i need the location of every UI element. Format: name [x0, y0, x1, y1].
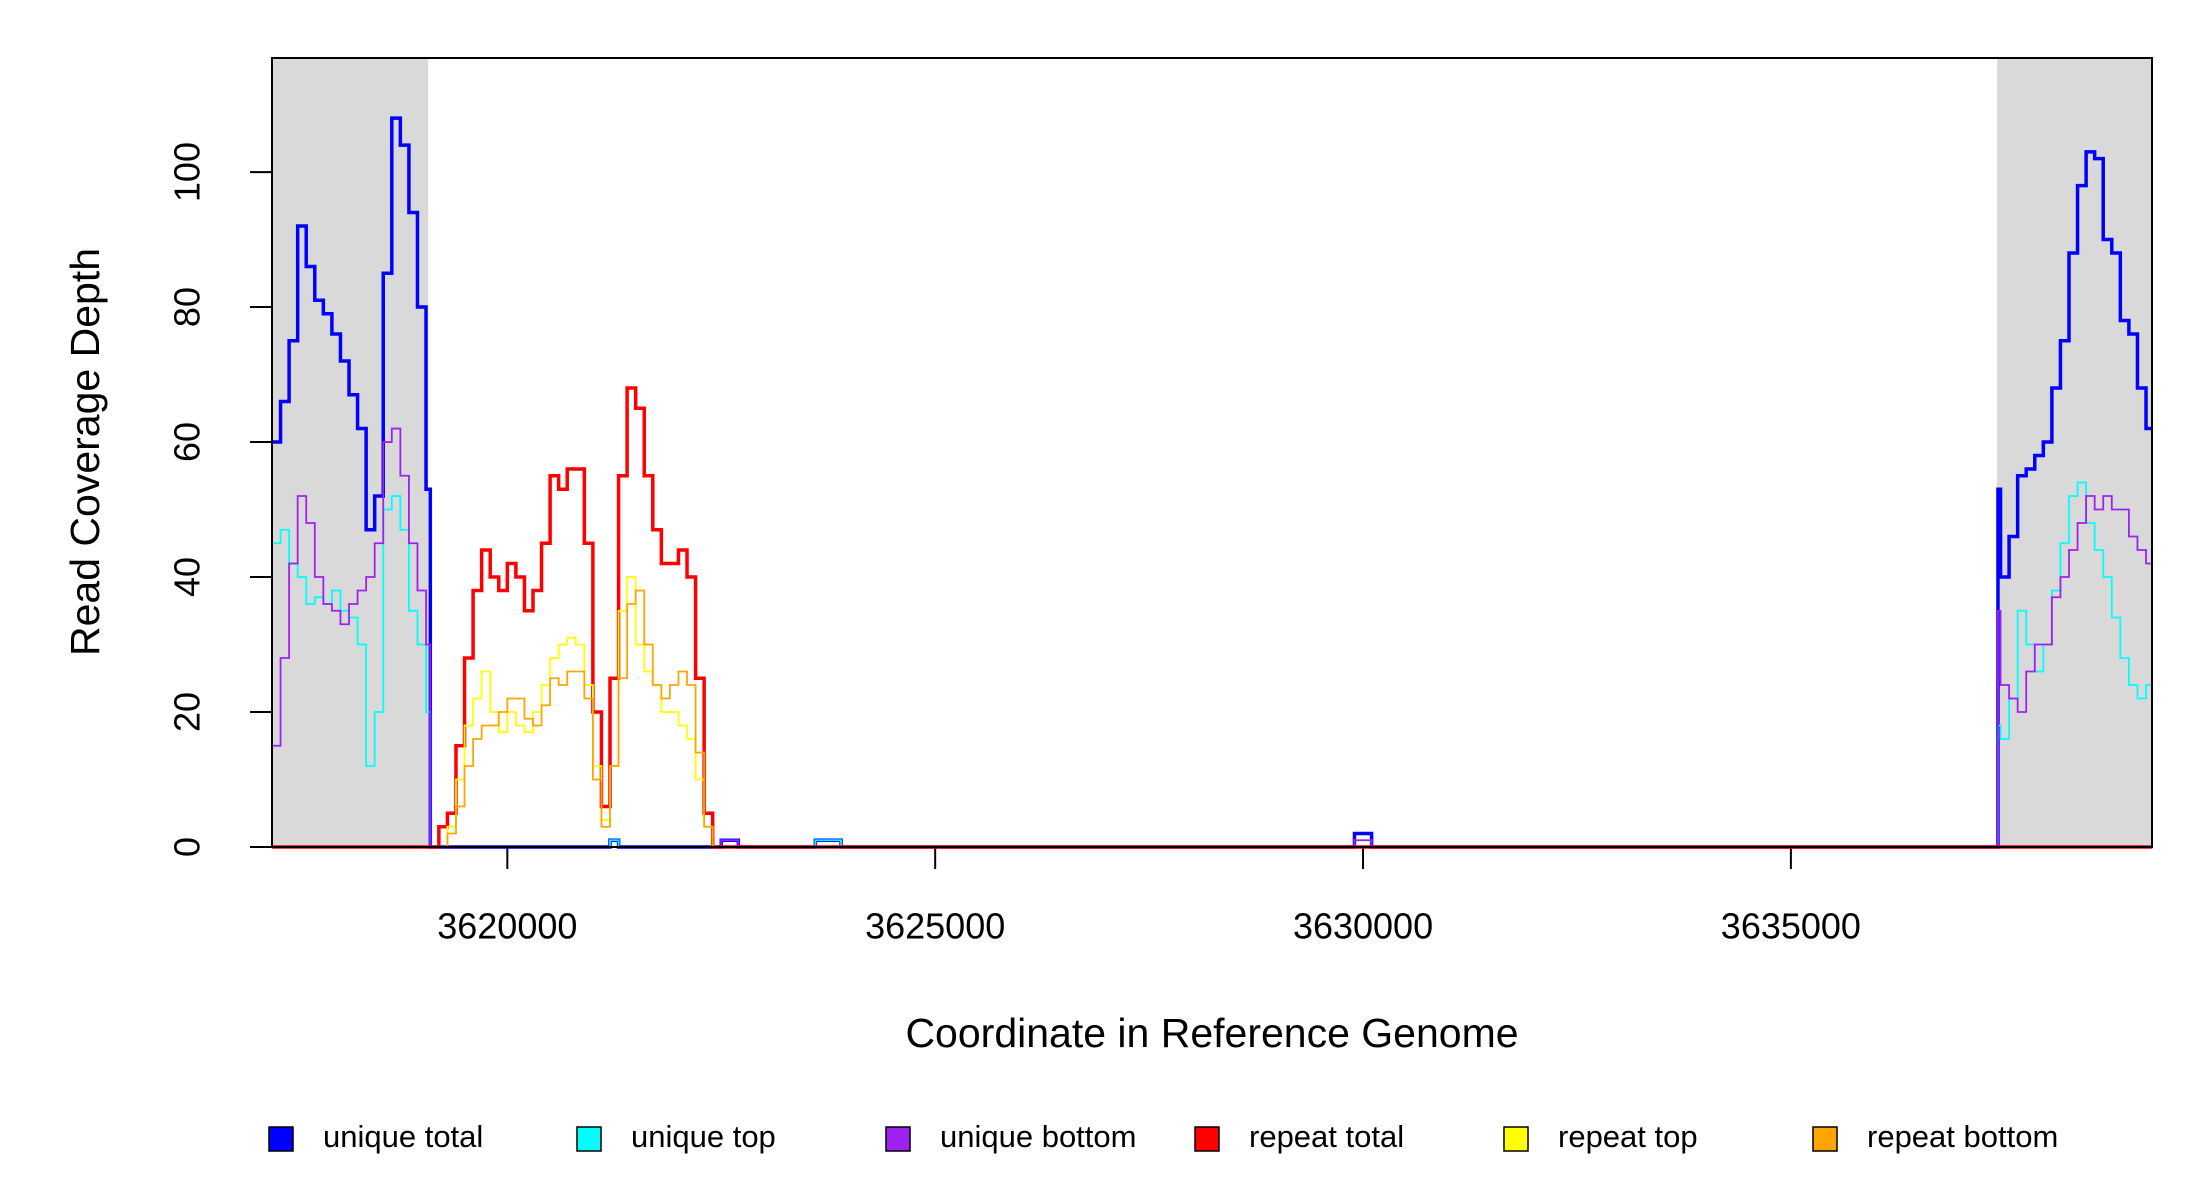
y-tick-label: 0 — [167, 837, 208, 857]
x-tick-label: 3625000 — [865, 906, 1005, 947]
legend-label: repeat bottom — [1867, 1119, 2058, 1154]
y-tick-label: 100 — [167, 142, 208, 202]
plot-frame — [271, 57, 2153, 848]
series-line — [272, 576, 2152, 848]
legend-swatch — [1503, 1126, 1529, 1152]
y-tick-label: 80 — [167, 287, 208, 327]
x-tick-label: 3620000 — [437, 906, 577, 947]
legend-swatch — [1194, 1126, 1220, 1152]
y-tick-label: 60 — [167, 422, 208, 462]
series-line — [272, 481, 2152, 848]
y-tick-label: 40 — [167, 557, 208, 597]
series-line — [272, 116, 2152, 849]
x-tick-label: 3635000 — [1721, 906, 1861, 947]
legend-label: unique top — [631, 1119, 776, 1154]
highlight-range — [1997, 58, 2152, 847]
legend-swatch — [576, 1126, 602, 1152]
y-tick-label: 20 — [167, 692, 208, 732]
legend-swatch — [268, 1126, 294, 1152]
highlight-range — [272, 58, 429, 847]
legend-label: unique bottom — [940, 1119, 1136, 1154]
x-tick-label: 3630000 — [1293, 906, 1433, 947]
legend-label: repeat top — [1558, 1119, 1698, 1154]
legend-swatch — [1812, 1126, 1838, 1152]
legend-swatch — [885, 1126, 911, 1152]
y-axis-label: Read Coverage Depth — [62, 248, 108, 656]
legend-label: repeat total — [1249, 1119, 1404, 1154]
series-line — [272, 427, 2152, 848]
series-line — [272, 589, 2152, 848]
legend-label: unique total — [323, 1119, 483, 1154]
x-axis-label: Coordinate in Reference Genome — [905, 1010, 1518, 1056]
series-line — [272, 386, 2152, 849]
